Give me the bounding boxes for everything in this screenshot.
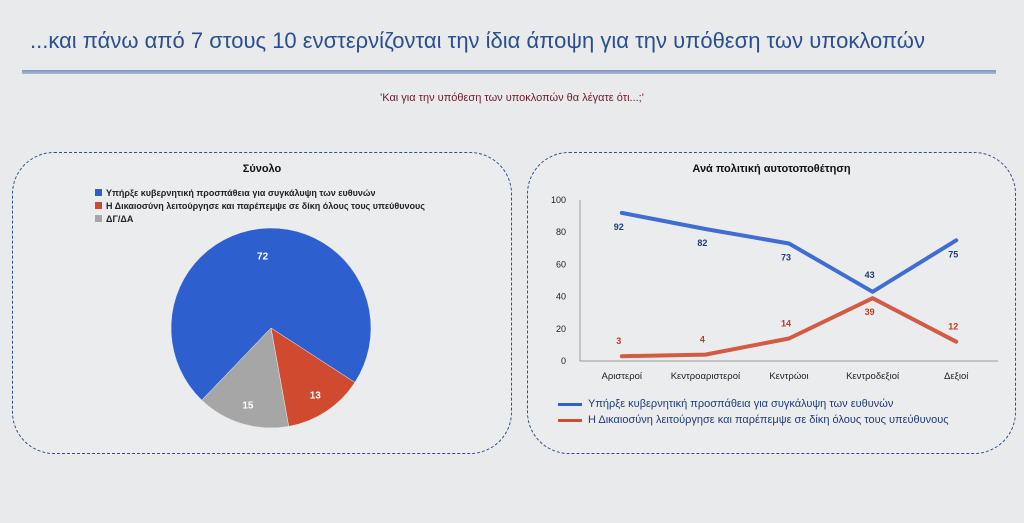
data-label-cover-up: 92 (614, 222, 624, 232)
y-tick-label: 80 (556, 227, 566, 237)
legend-label: ΔΓ/ΔΑ (106, 213, 134, 224)
pie-slice (201, 327, 290, 429)
data-label-cover-up: 73 (781, 252, 791, 262)
survey-question: 'Και για την υπόθεση των υποκλοπών θα λέ… (380, 92, 644, 104)
y-tick-label: 40 (556, 292, 566, 302)
legend-swatch-red (95, 202, 102, 209)
data-label-justice: 3 (616, 336, 621, 346)
legend-swatch-blue (95, 189, 102, 196)
data-label-justice: 14 (781, 318, 791, 328)
pie-slice (270, 327, 356, 427)
total-panel: Σύνολο Υπήρξε κυβερνητική προσπάθεια για… (12, 152, 512, 454)
data-label-justice: 12 (948, 322, 958, 332)
line-legend: Υπήρξε κυβερνητική προσπάθεια για συγκάλ… (558, 396, 949, 428)
y-tick-label: 0 (561, 356, 566, 366)
legend-line-blue (558, 402, 582, 406)
page-title: ...και πάνω από 7 στους 10 ενστερνίζοντα… (30, 28, 925, 53)
pie-slice (170, 227, 372, 401)
pie-chart-title: Σύνολο (242, 163, 282, 175)
legend-label: Η Δικαιοσύνη λειτούργησε και παρέπεμψε σ… (106, 200, 425, 211)
line-legend-item-justice: Η Δικαιοσύνη λειτούργησε και παρέπεμψε σ… (558, 412, 949, 428)
title-divider (22, 70, 996, 74)
data-label-cover-up: 75 (948, 249, 958, 259)
data-label-cover-up: 82 (697, 238, 707, 248)
y-tick-label: 20 (556, 324, 566, 334)
line-chart: 0 20 40 60 80 100 Αριστεροί Κεντροαριστεροί Κεντ… (551, 195, 998, 382)
pie-legend-item-cover-up: Υπήρξε κυβερνητική προσπάθεια για συγκάλ… (95, 186, 425, 199)
data-label-justice: 4 (700, 335, 705, 345)
legend-line-red (558, 418, 582, 422)
series-line-cover-up (619, 210, 959, 294)
x-tick-label: Κεντρώοι (769, 371, 808, 382)
pie-chart: 72 13 15 (170, 227, 372, 429)
legend-label: Υπήρξε κυβερνητική προσπάθεια για συγκάλ… (106, 187, 376, 198)
legend-swatch-gray (95, 215, 102, 222)
pie-data-label: 13 (310, 391, 322, 402)
pie-legend: Υπήρξε κυβερνητική προσπάθεια για συγκάλ… (95, 186, 425, 225)
legend-label: Η Δικαιοσύνη λειτούργησε και παρέπεμψε σ… (588, 414, 949, 426)
pie-legend-item-justice: Η Δικαιοσύνη λειτούργησε και παρέπεμψε σ… (95, 199, 425, 212)
data-label-justice: 39 (865, 307, 875, 317)
line-chart-title: Ανά πολιτική αυτοτοποθέτηση (692, 163, 851, 175)
data-label-cover-up: 43 (865, 270, 875, 280)
x-tick-label: Κεντροαριστεροί (671, 371, 741, 382)
legend-label: Υπήρξε κυβερνητική προσπάθεια για συγκάλ… (588, 398, 894, 410)
ideology-panel: Ανά πολιτική αυτοτοποθέτηση 0 20 40 60 80 100… (527, 152, 1016, 454)
series-line-justice (619, 296, 959, 359)
x-tick-label: Αριστεροί (602, 371, 643, 382)
y-tick-label: 100 (551, 195, 566, 205)
line-legend-item-cover-up: Υπήρξε κυβερνητική προσπάθεια για συγκάλ… (558, 396, 949, 412)
x-tick-label: Δεξιοί (944, 371, 969, 382)
y-tick-label: 60 (556, 259, 566, 269)
pie-data-label: 72 (257, 252, 269, 263)
x-tick-label: Κεντροδεξιοί (846, 371, 900, 382)
pie-legend-item-dk: ΔΓ/ΔΑ (95, 212, 425, 225)
pie-data-label: 15 (242, 401, 254, 412)
